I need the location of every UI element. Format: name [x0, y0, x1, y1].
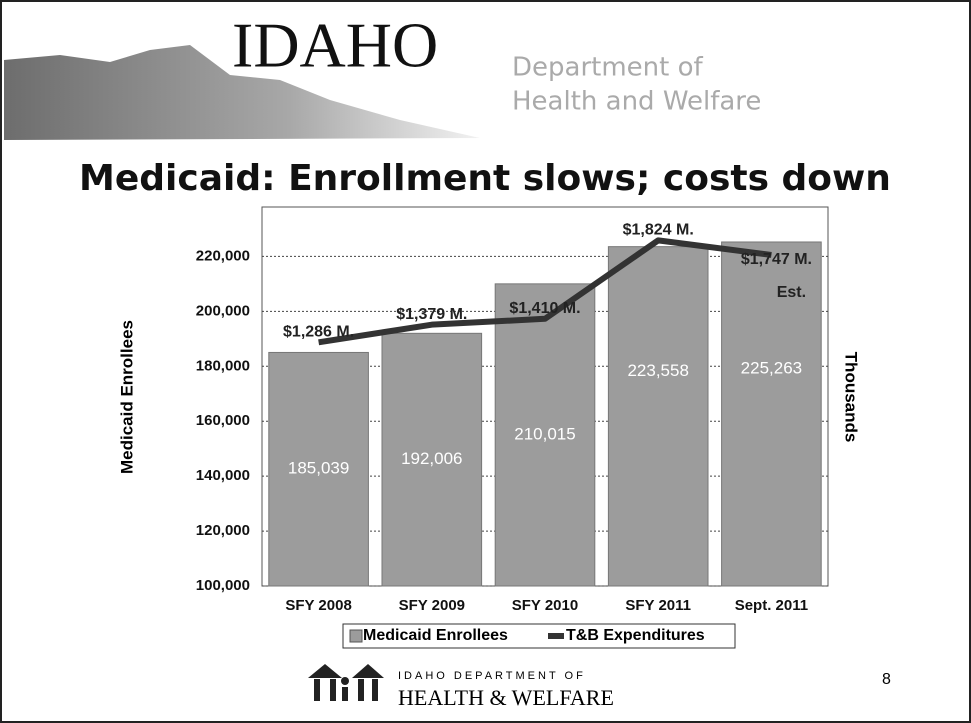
y-tick-label: 180,000	[196, 357, 250, 374]
bar	[381, 332, 483, 587]
x-tick-label: SFY 2008	[285, 597, 351, 614]
y-axis-title: Medicaid Enrollees	[117, 320, 136, 474]
legend-label: T&B Expenditures	[566, 627, 705, 644]
x-tick-label: SFY 2009	[399, 597, 465, 614]
chart-title: Medicaid: Enrollment slows; costs down	[79, 158, 891, 199]
y-tick-label: 100,000	[196, 577, 250, 594]
footer-agency: HEALTH & WELFARE	[398, 685, 614, 710]
y-tick-label: 120,000	[196, 522, 250, 539]
department: Department of	[512, 53, 704, 83]
y-tick-label: 140,000	[196, 467, 250, 484]
department: Health and Welfare	[512, 87, 761, 117]
line-value-label: $1,410 M.	[509, 300, 580, 317]
bar-value-label: 210,015	[514, 424, 575, 443]
bar	[721, 241, 822, 587]
x-tick-label: SFY 2010	[512, 597, 578, 614]
bar-value-label: 225,263	[741, 358, 802, 377]
bar	[607, 246, 709, 587]
legend-label: Medicaid Enrollees	[363, 627, 508, 644]
x-tick-label: SFY 2011	[625, 597, 691, 614]
line-value-label: $1,824 M.	[623, 222, 694, 239]
line	[318, 237, 772, 346]
line-value-label: $1,747 M.	[741, 251, 812, 268]
y-tick-label: 220,000	[196, 247, 250, 264]
x-tick-label: Sept. 2011	[735, 597, 808, 614]
line-value-label: $1,286 M.	[283, 324, 354, 341]
y-tick-label: 160,000	[196, 412, 250, 429]
bar	[494, 283, 596, 587]
footer-icon	[308, 664, 384, 701]
legend-box	[342, 623, 736, 649]
bar-value-label: 192,006	[401, 449, 462, 468]
mountain-image	[4, 45, 480, 140]
footer-agency: IDAHO DEPARTMENT OF	[398, 670, 586, 682]
legend-swatch	[548, 633, 564, 639]
bar	[268, 351, 369, 587]
line-value-label: $1,379 M.	[396, 306, 467, 323]
annotation: Est.	[777, 284, 806, 301]
logo: IDAHO	[232, 10, 438, 81]
y-tick-label: 200,000	[196, 302, 250, 319]
bar-value-label: 185,039	[288, 459, 349, 478]
page-number: 8	[882, 671, 891, 688]
legend-swatch	[349, 629, 363, 643]
y2-axis-title: Thousands	[842, 352, 861, 443]
bar-value-label: 223,558	[627, 361, 688, 380]
